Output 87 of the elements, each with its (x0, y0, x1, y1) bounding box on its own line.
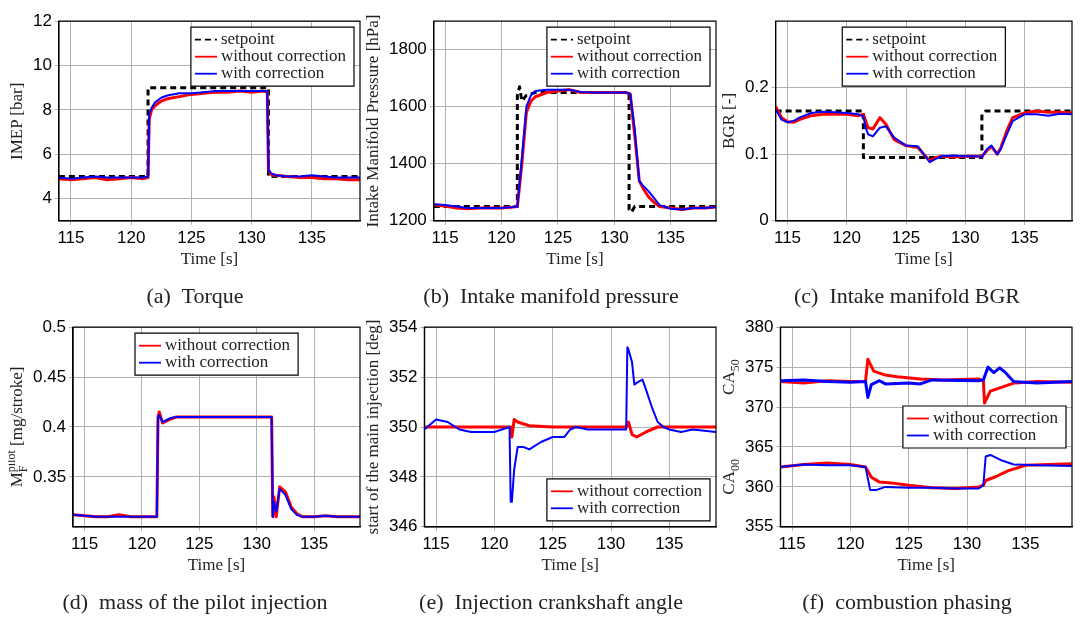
y-tick-label: 1600 (388, 96, 427, 116)
x-tick-label: 115 (422, 533, 450, 553)
legend-label: with correction (220, 63, 325, 83)
y-tick-label: 360 (744, 476, 774, 496)
x-tick-label: 115 (71, 533, 99, 553)
x-axis-title: Time [s] (897, 554, 955, 574)
legend-label: with correction (872, 63, 977, 83)
y-axis-title: CA50 (719, 359, 743, 395)
x-tick-label: 125 (894, 533, 923, 553)
x-tick-label: 135 (1011, 533, 1040, 553)
x-tick-label: 130 (596, 533, 626, 553)
legend-label: with correction (164, 352, 269, 372)
y-tick-label: 350 (388, 416, 418, 436)
x-tick-label: 120 (116, 227, 146, 247)
legend-label: with correction (576, 63, 681, 83)
y-tick-label: 352 (388, 366, 418, 386)
x-tick-label: 120 (127, 533, 157, 553)
y-tick-label: 370 (744, 396, 774, 416)
x-tick-label: 135 (656, 227, 686, 247)
y-axis-title: BGR [-] (719, 92, 739, 150)
text: (c) Intake manifold BGR (793, 282, 1021, 308)
y-tick-label: 380 (744, 316, 774, 336)
x-tick-label: 115 (773, 227, 802, 247)
y-tick-label: 0.4 (42, 416, 67, 436)
legend-label: without correction (576, 480, 703, 500)
y-tick-label: 4 (42, 188, 52, 208)
y-tick-label: 12 (32, 10, 52, 30)
y-tick-label: 0.1 (744, 143, 769, 163)
legend-label: with correction (576, 497, 681, 517)
text: (a) Torque (146, 282, 244, 308)
x-tick-label: 130 (242, 533, 271, 553)
y-tick-label: 354 (388, 316, 418, 336)
y-tick-label: 1400 (388, 153, 427, 173)
y-tick-label: 346 (388, 516, 418, 536)
y-axis-title: start of the main injection [deg] (363, 319, 383, 535)
x-tick-label: 125 (891, 227, 921, 247)
legend-label: without correction (932, 407, 1059, 427)
y-tick-label: 375 (744, 356, 774, 376)
y-tick-label: 348 (388, 466, 418, 486)
x-tick-label: 125 (177, 227, 206, 247)
legend-label: with correction (932, 424, 1037, 444)
x-tick-label: 120 (487, 227, 516, 247)
x-tick-label: 115 (778, 533, 806, 553)
y-tick-label: 365 (744, 436, 774, 456)
x-tick-label: 135 (1010, 227, 1039, 247)
x-tick-label: 115 (431, 227, 459, 247)
legend-label: setpoint (872, 29, 927, 49)
x-axis-title: Time [s] (187, 554, 246, 574)
text: CA00 (719, 459, 743, 495)
y-tick-label: 10 (32, 55, 52, 75)
legend-label: setpoint (220, 29, 276, 49)
x-tick-label: 135 (299, 533, 329, 553)
y-tick-label: 1800 (388, 39, 427, 59)
x-tick-label: 135 (297, 227, 327, 247)
x-tick-label: 125 (543, 227, 573, 247)
x-tick-label: 125 (185, 533, 214, 553)
x-axis-title: Time [s] (180, 248, 239, 268)
x-tick-label: 130 (237, 227, 266, 247)
y-tick-label: 6 (42, 143, 52, 163)
text: (e) Injection crankshaft angle (419, 588, 683, 614)
legend-label: setpoint (576, 29, 632, 49)
x-axis-title: Time [s] (546, 248, 604, 268)
x-tick-label: 120 (832, 227, 861, 247)
text: (b) Intake manifold pressure (423, 282, 679, 308)
x-tick-label: 120 (836, 533, 865, 553)
y-tick-label: 1200 (388, 210, 427, 230)
x-tick-label: 130 (952, 533, 982, 553)
y-axis-title: IMEP [bar] (7, 82, 27, 160)
y-tick-label: 8 (42, 99, 52, 119)
y-tick-label: 0.45 (32, 366, 67, 386)
x-tick-label: 125 (538, 533, 567, 553)
y-tick-label: 0 (759, 210, 769, 230)
y-tick-label: 0.35 (32, 466, 67, 486)
text: (d) mass of the pilot injection (62, 588, 328, 614)
text: (f) combustion phasing (802, 588, 1012, 614)
x-axis-title: Time [s] (895, 248, 953, 268)
x-tick-label: 135 (655, 533, 684, 553)
x-tick-label: 130 (600, 227, 629, 247)
x-tick-label: 115 (57, 227, 85, 247)
legend-label: without correction (164, 335, 291, 355)
x-axis-title: Time [s] (541, 554, 599, 574)
y-tick-label: 0.5 (42, 316, 67, 336)
y-tick-label: 355 (744, 516, 774, 536)
x-tick-label: 120 (480, 533, 509, 553)
x-tick-label: 130 (951, 227, 980, 247)
y-axis-title: Intake Manifold Pressure [hPa] (363, 14, 383, 228)
y-tick-label: 0.2 (744, 77, 769, 97)
